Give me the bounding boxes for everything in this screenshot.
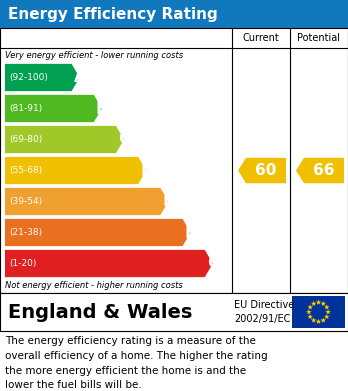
Polygon shape bbox=[325, 309, 331, 314]
Text: The energy efficiency rating is a measure of the
overall efficiency of a home. T: The energy efficiency rating is a measur… bbox=[5, 336, 268, 390]
Polygon shape bbox=[5, 64, 80, 91]
Text: G: G bbox=[207, 255, 221, 273]
Polygon shape bbox=[324, 304, 330, 310]
Text: (55-68): (55-68) bbox=[9, 166, 42, 175]
Text: Not energy efficient - higher running costs: Not energy efficient - higher running co… bbox=[5, 282, 183, 291]
Bar bbox=[0, 0, 348, 28]
Text: D: D bbox=[140, 161, 154, 179]
Text: 60: 60 bbox=[255, 163, 277, 178]
Text: B: B bbox=[96, 99, 109, 118]
Text: Energy Efficiency Rating: Energy Efficiency Rating bbox=[8, 7, 218, 22]
Text: (21-38): (21-38) bbox=[9, 228, 42, 237]
Polygon shape bbox=[307, 314, 313, 319]
Text: Current: Current bbox=[243, 33, 279, 43]
Polygon shape bbox=[5, 95, 102, 122]
Text: (81-91): (81-91) bbox=[9, 104, 42, 113]
Polygon shape bbox=[5, 188, 168, 215]
Text: A: A bbox=[73, 68, 86, 86]
Text: (69-80): (69-80) bbox=[9, 135, 42, 144]
Polygon shape bbox=[321, 317, 326, 323]
Polygon shape bbox=[311, 317, 316, 323]
Text: E: E bbox=[163, 192, 174, 210]
Polygon shape bbox=[307, 304, 313, 310]
Polygon shape bbox=[5, 126, 124, 153]
Text: Very energy efficient - lower running costs: Very energy efficient - lower running co… bbox=[5, 50, 183, 59]
Text: 2002/91/EC: 2002/91/EC bbox=[234, 314, 290, 324]
Polygon shape bbox=[311, 301, 316, 306]
Polygon shape bbox=[316, 319, 321, 324]
Polygon shape bbox=[5, 157, 146, 184]
Polygon shape bbox=[316, 300, 321, 305]
Text: C: C bbox=[118, 131, 130, 149]
Polygon shape bbox=[5, 219, 191, 246]
Polygon shape bbox=[306, 309, 312, 314]
Text: F: F bbox=[184, 224, 196, 242]
Bar bbox=[292, 296, 345, 328]
Text: (39-54): (39-54) bbox=[9, 197, 42, 206]
Bar bbox=[0, 28, 348, 293]
Text: (92-100): (92-100) bbox=[9, 73, 48, 82]
Polygon shape bbox=[296, 158, 344, 183]
Bar bbox=[0, 293, 348, 331]
Text: Potential: Potential bbox=[298, 33, 340, 43]
Polygon shape bbox=[324, 314, 330, 319]
Polygon shape bbox=[238, 158, 286, 183]
Text: (1-20): (1-20) bbox=[9, 259, 37, 268]
Polygon shape bbox=[5, 250, 213, 277]
Text: 66: 66 bbox=[313, 163, 335, 178]
Text: England & Wales: England & Wales bbox=[8, 303, 192, 321]
Polygon shape bbox=[321, 301, 326, 306]
Text: EU Directive: EU Directive bbox=[234, 300, 294, 310]
